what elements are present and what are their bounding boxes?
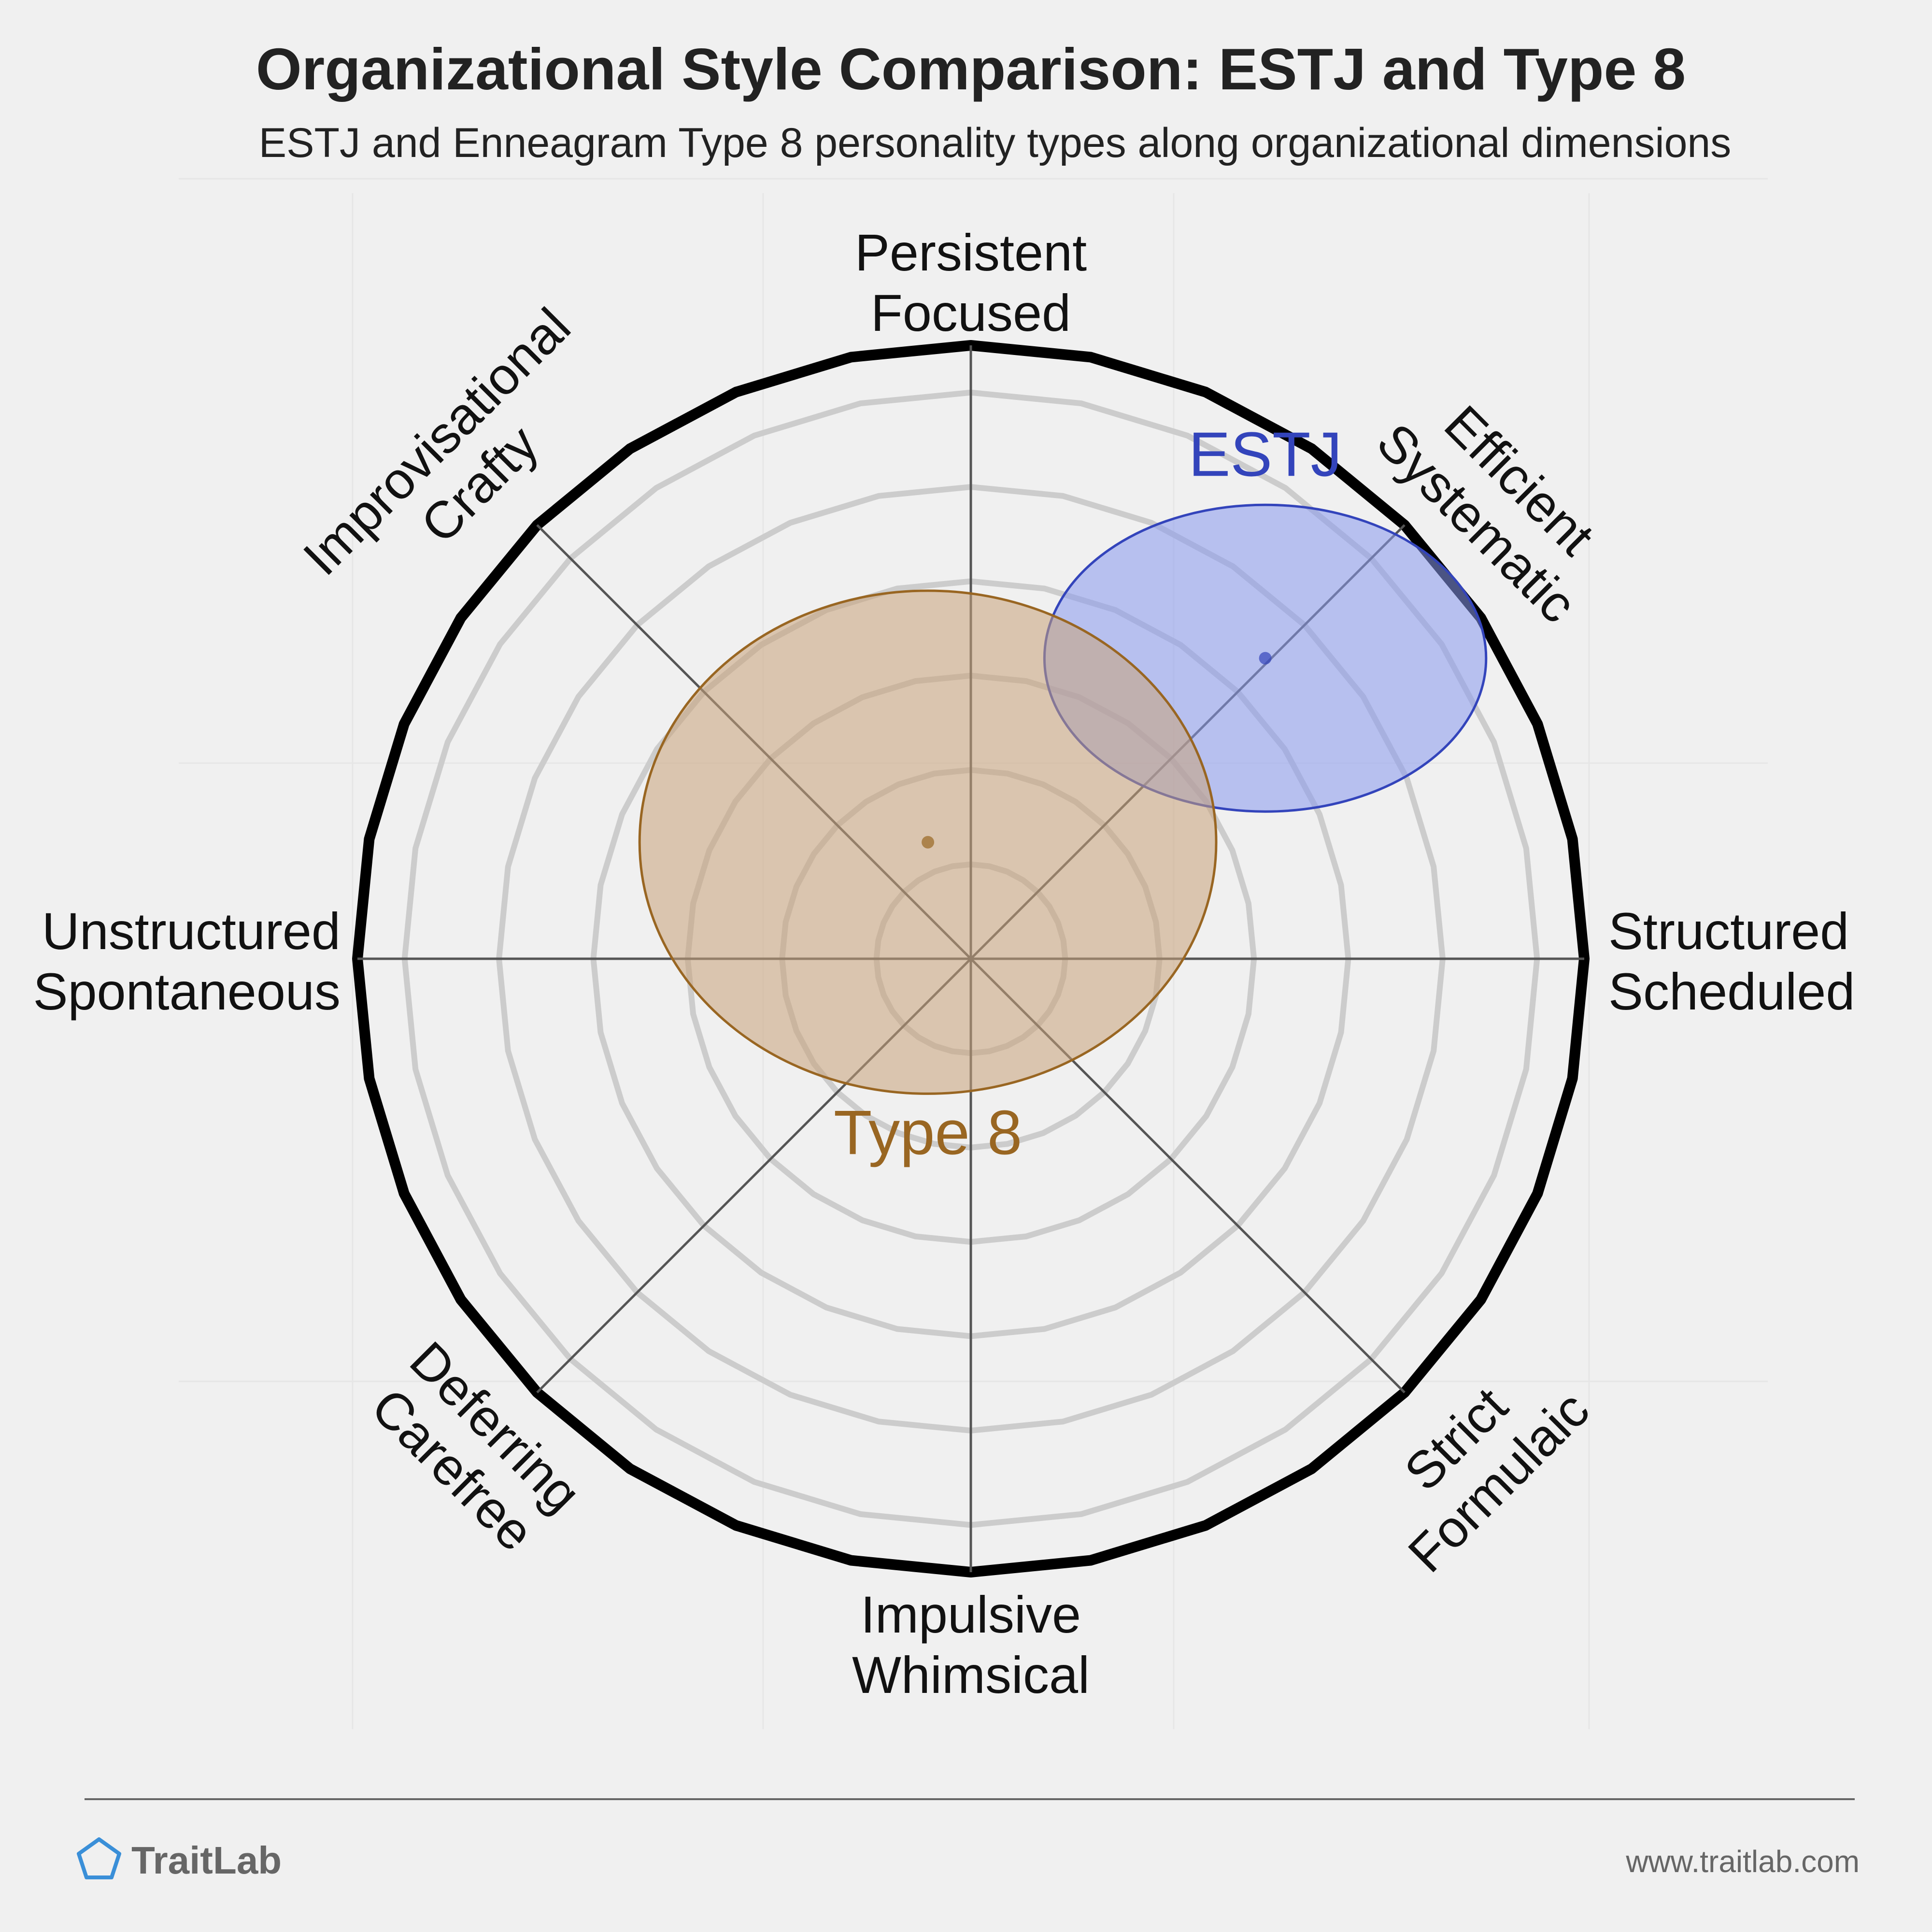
- brand-name: TraitLab: [131, 1839, 282, 1882]
- series-point: [1259, 652, 1272, 665]
- axis-label: Persistent Focused: [855, 223, 1087, 342]
- series-label: ESTJ: [1189, 419, 1342, 489]
- pentagon-icon: [77, 1837, 121, 1879]
- series-layer: ESTJ Type 8: [638, 419, 1488, 1167]
- traitlab-logo: TraitLab: [77, 1837, 282, 1882]
- chart-subtitle: ESTJ and Enneagram Type 8 personality ty…: [259, 120, 1731, 166]
- axis-label-line: Focused: [871, 284, 1071, 342]
- axis-label-line: Unstructured: [42, 902, 341, 960]
- axis-label: Impulsive Whimsical: [852, 1585, 1090, 1704]
- axis-label: Unstructured Spontaneous: [33, 902, 341, 1021]
- footer-url: www.traitlab.com: [1625, 1844, 1860, 1879]
- axis-label-line: Impulsive: [861, 1585, 1081, 1644]
- series-point: [922, 836, 935, 849]
- series-label: Type 8: [834, 1097, 1022, 1167]
- axis-label-line: Spontaneous: [33, 962, 341, 1021]
- axis-label: Structured Scheduled: [1608, 902, 1855, 1021]
- axis-label-line: Structured: [1608, 902, 1849, 960]
- axis-label-line: Scheduled: [1608, 962, 1855, 1021]
- axis-label-line: Persistent: [855, 223, 1087, 282]
- axis-label-line: Whimsical: [852, 1646, 1090, 1704]
- chart-title: Organizational Style Comparison: ESTJ an…: [256, 36, 1686, 102]
